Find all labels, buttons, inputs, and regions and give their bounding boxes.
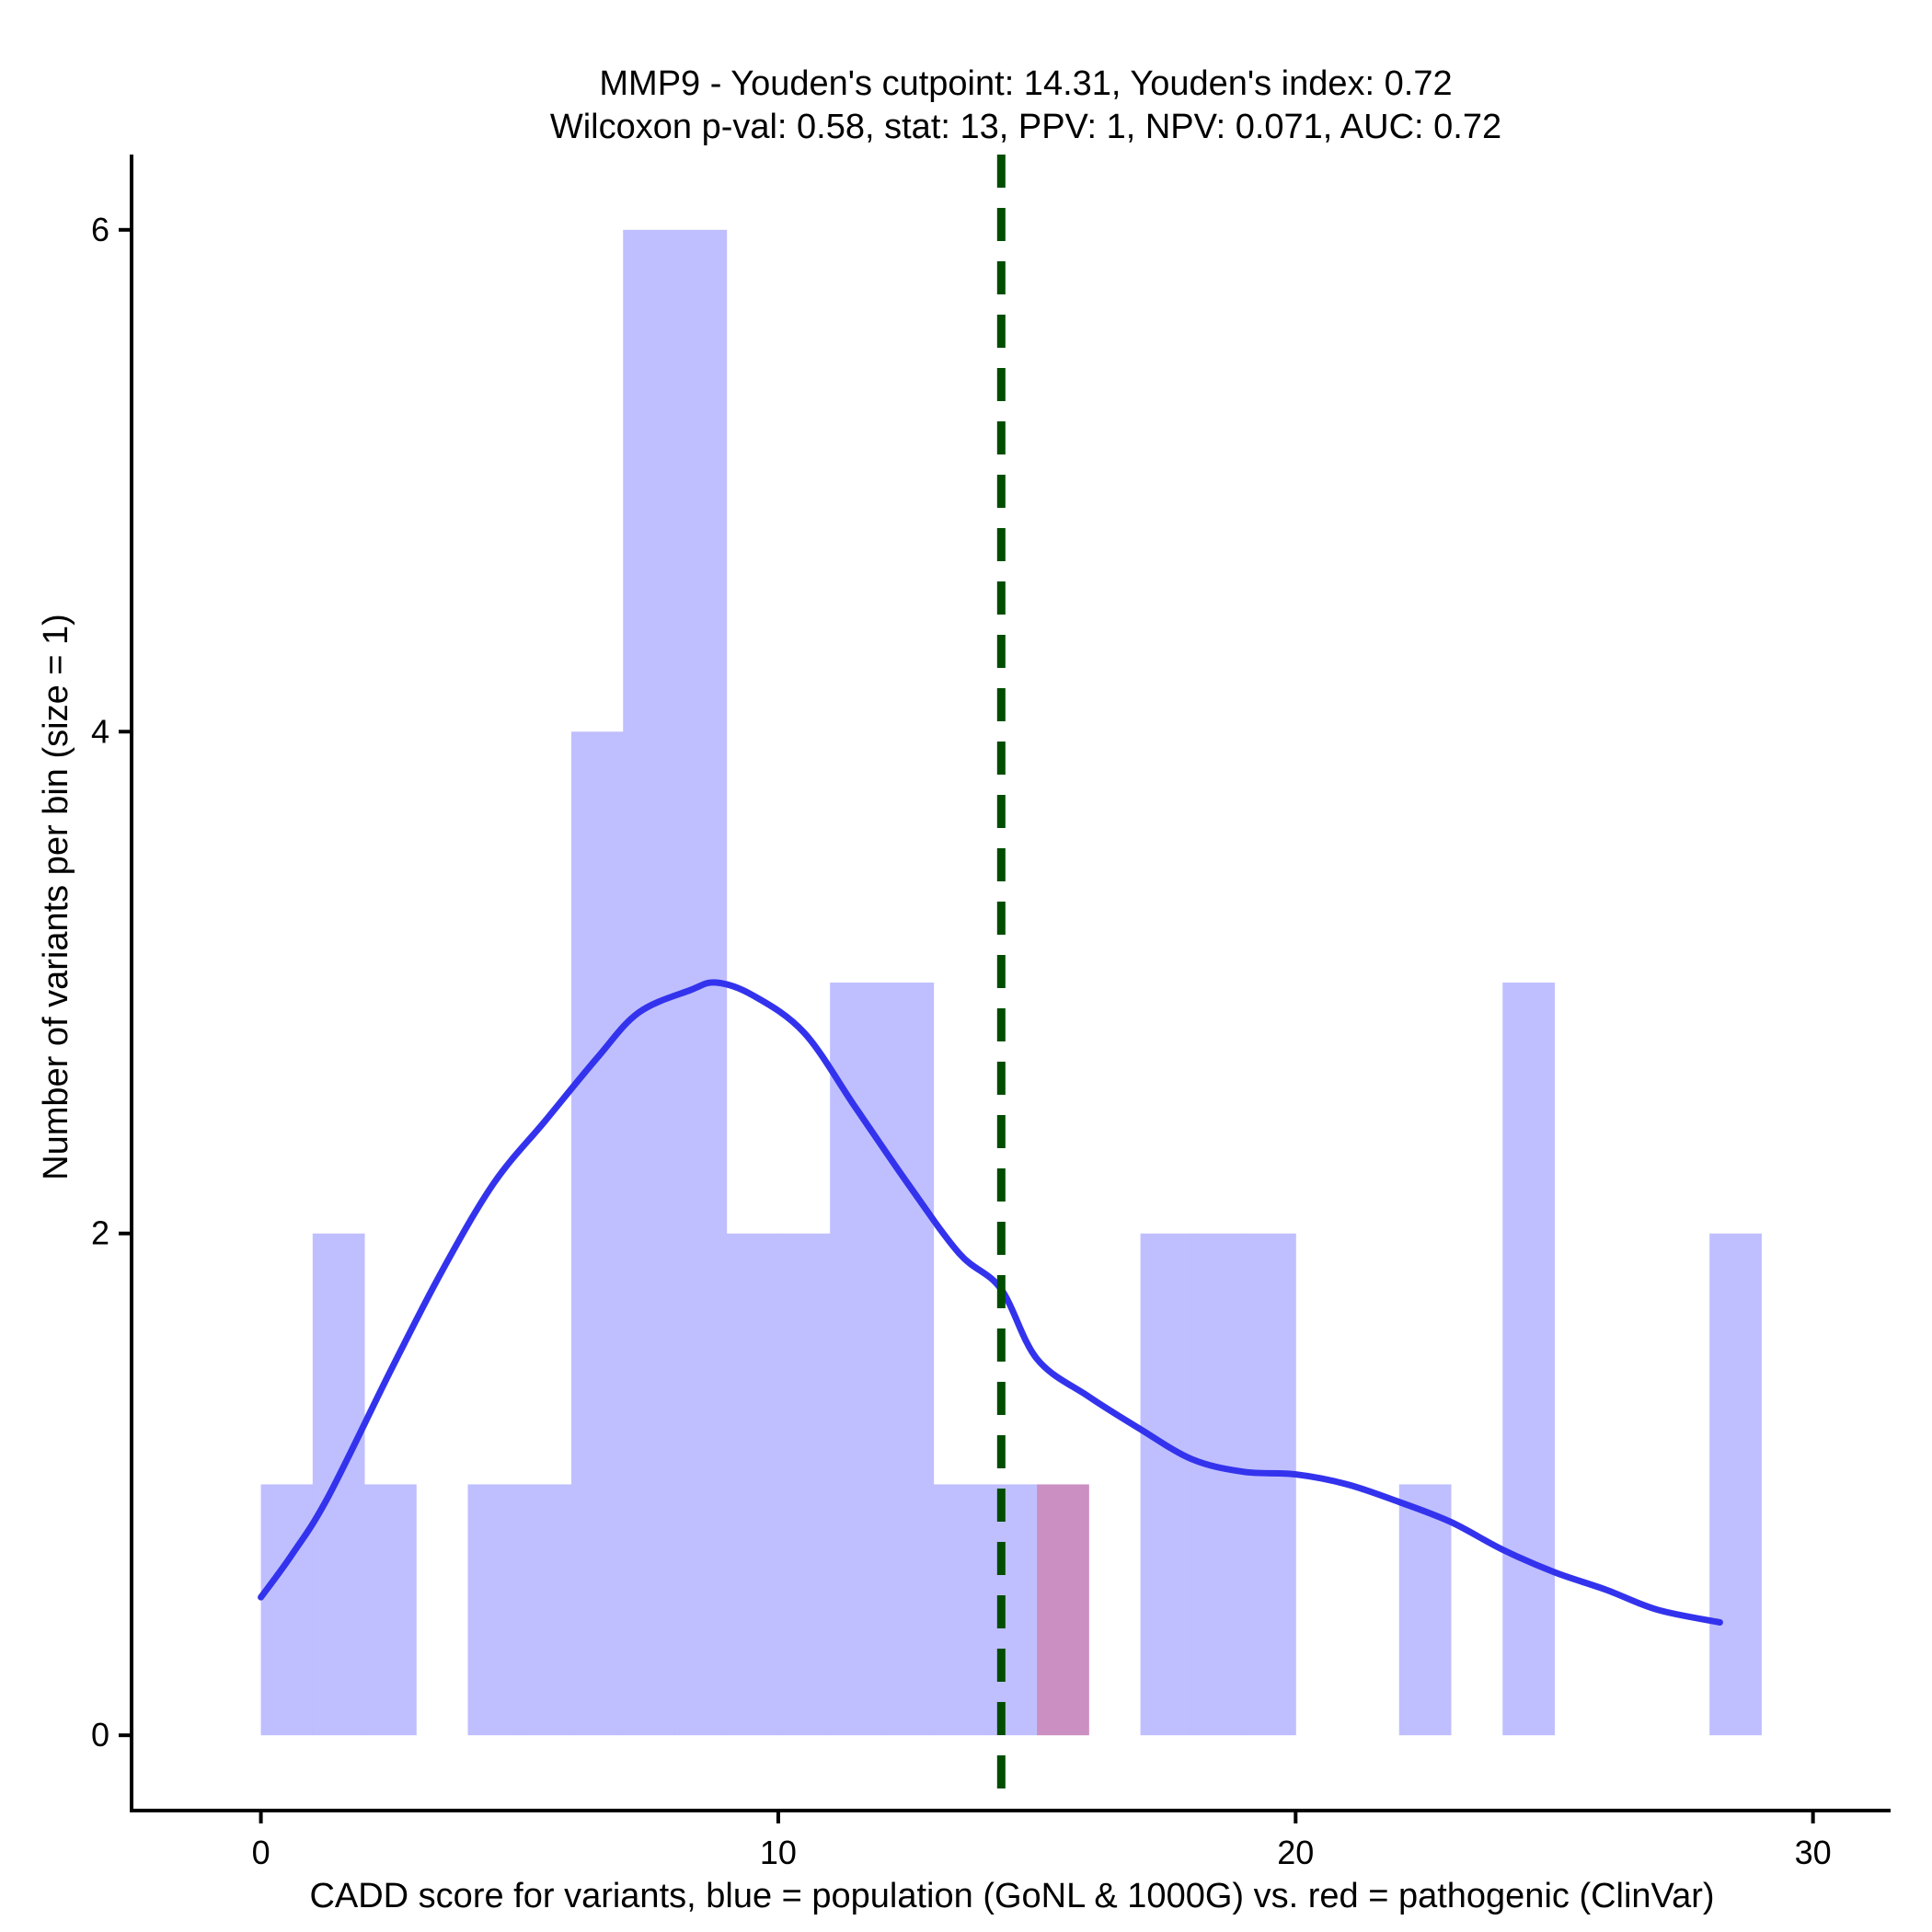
- x-ticks: 0 10 20 30: [252, 1811, 1832, 1871]
- population-bar: [1191, 1233, 1245, 1736]
- population-bar: [881, 983, 935, 1736]
- population-bar: [777, 1233, 831, 1736]
- population-bar: [1244, 1233, 1296, 1736]
- x-tick-label: 0: [252, 1834, 270, 1871]
- population-bar: [1709, 1233, 1762, 1736]
- population-bar: [1502, 983, 1555, 1736]
- y-tick-label: 0: [91, 1716, 109, 1754]
- population-bar: [726, 1233, 779, 1736]
- pathogenic-bar: [1037, 1484, 1089, 1736]
- population-bar: [519, 1484, 572, 1736]
- population-bar: [623, 229, 675, 1736]
- y-ticks: 0 2 4 6: [91, 211, 132, 1754]
- population-bars: [260, 229, 1762, 1736]
- x-tick-label: 10: [760, 1834, 797, 1871]
- y-tick-label: 2: [91, 1214, 109, 1252]
- population-bar: [830, 983, 882, 1736]
- population-bar: [467, 1484, 521, 1736]
- population-bar: [933, 1484, 986, 1736]
- population-bar: [571, 731, 624, 1736]
- y-tick-label: 6: [91, 211, 109, 248]
- x-tick-label: 30: [1795, 1834, 1832, 1871]
- y-tick-label: 4: [91, 712, 109, 750]
- x-tick-label: 20: [1277, 1834, 1314, 1871]
- population-bar: [260, 1484, 314, 1736]
- population-bar: [312, 1233, 365, 1736]
- density-curve: [258, 979, 1723, 1626]
- population-bar: [364, 1484, 417, 1736]
- density-curve-group: [258, 979, 1723, 1626]
- population-bar: [984, 1484, 1038, 1736]
- axes: [130, 155, 1891, 1812]
- pathogenic-bars: [1037, 1484, 1089, 1736]
- chart-title-line2: Wilcoxon p-val: 0.58, stat: 13, PPV: 1, …: [550, 108, 1501, 146]
- population-bar: [1140, 1233, 1193, 1736]
- population-bar: [1398, 1484, 1452, 1736]
- chart-title-line1: MMP9 - Youden's cutpoint: 14.31, Youden'…: [599, 64, 1452, 103]
- x-axis-label: CADD score for variants, blue = populati…: [309, 1877, 1714, 1915]
- y-axis-label: Number of variants per bin (size = 1): [37, 614, 75, 1180]
